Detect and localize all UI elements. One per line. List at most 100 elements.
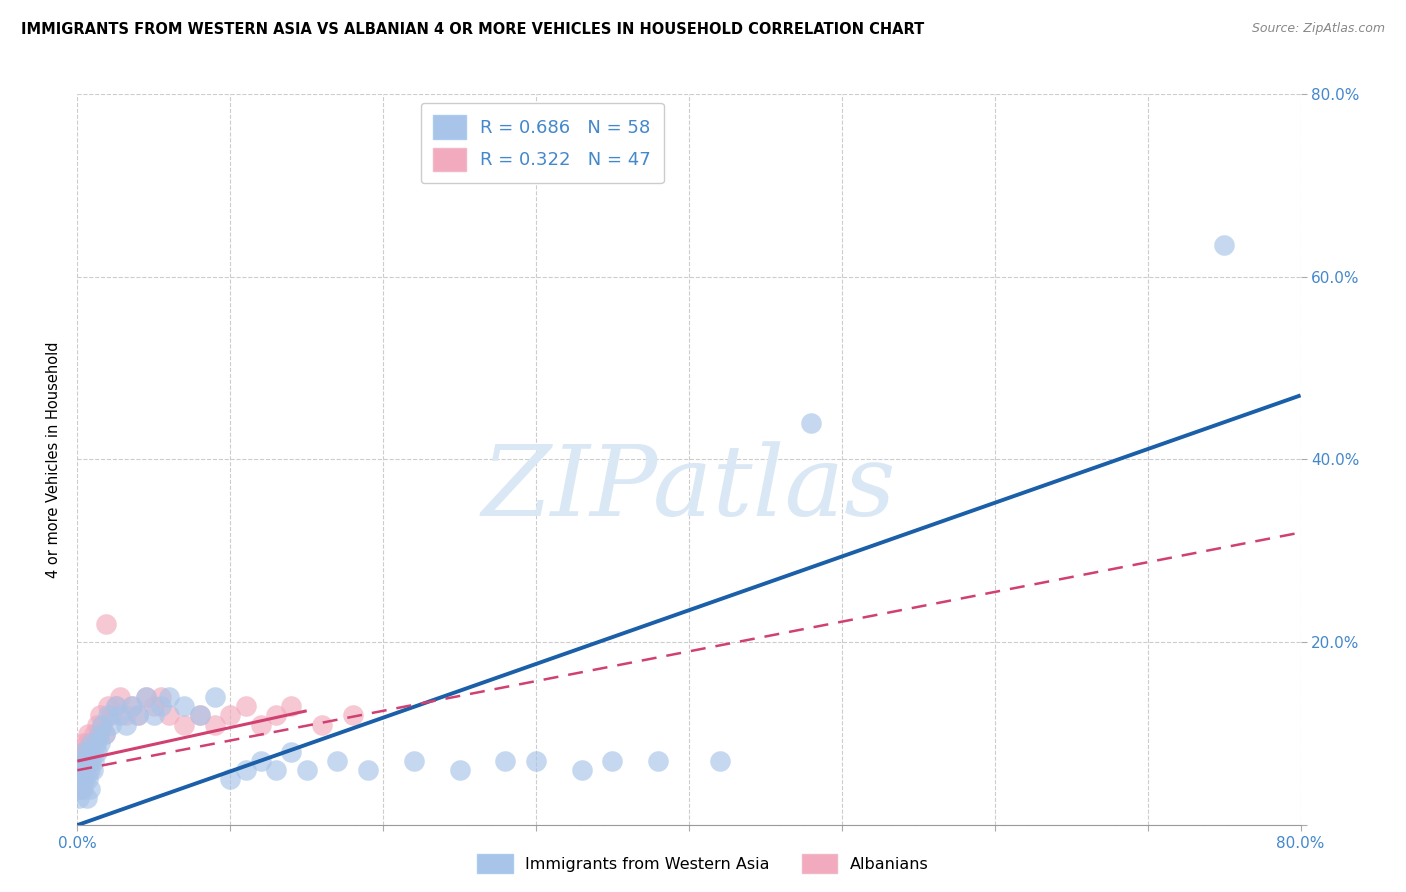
Point bbox=[67, 764, 90, 778]
Point bbox=[77, 764, 100, 778]
Point bbox=[80, 745, 103, 759]
Point bbox=[82, 764, 104, 778]
Legend: Immigrants from Western Asia, Albanians: Immigrants from Western Asia, Albanians bbox=[471, 847, 935, 880]
Point bbox=[86, 745, 108, 759]
Point bbox=[77, 726, 100, 740]
Point bbox=[73, 772, 96, 787]
Point bbox=[79, 764, 101, 778]
Point bbox=[87, 726, 110, 740]
Point bbox=[402, 754, 425, 768]
Point bbox=[80, 736, 103, 750]
Point bbox=[96, 617, 118, 632]
Text: IMMIGRANTS FROM WESTERN ASIA VS ALBANIAN 4 OR MORE VEHICLES IN HOUSEHOLD CORRELA: IMMIGRANTS FROM WESTERN ASIA VS ALBANIAN… bbox=[21, 22, 924, 37]
Point bbox=[90, 717, 112, 731]
Point bbox=[157, 708, 180, 723]
Point bbox=[79, 754, 101, 768]
Point bbox=[108, 708, 131, 723]
Point bbox=[571, 764, 593, 778]
Point bbox=[79, 781, 101, 796]
Point bbox=[73, 745, 96, 759]
Point bbox=[69, 772, 91, 787]
Point bbox=[67, 781, 90, 796]
Point bbox=[69, 754, 91, 768]
Point bbox=[280, 699, 302, 714]
Point bbox=[100, 708, 122, 723]
Point bbox=[97, 699, 120, 714]
Point bbox=[173, 717, 195, 731]
Point bbox=[76, 754, 98, 768]
Point bbox=[115, 708, 138, 723]
Point bbox=[67, 790, 90, 805]
Point bbox=[204, 717, 226, 731]
Point bbox=[142, 708, 165, 723]
Point bbox=[70, 754, 93, 768]
Point bbox=[524, 754, 547, 768]
Point bbox=[602, 754, 624, 768]
Point bbox=[83, 754, 105, 768]
Point bbox=[84, 736, 107, 750]
Point bbox=[800, 416, 823, 430]
Point bbox=[70, 772, 93, 787]
Point bbox=[72, 772, 94, 787]
Point bbox=[76, 754, 98, 768]
Point bbox=[250, 717, 273, 731]
Point bbox=[295, 764, 318, 778]
Point bbox=[94, 726, 117, 740]
Y-axis label: 4 or more Vehicles in Household: 4 or more Vehicles in Household bbox=[46, 341, 62, 578]
Point bbox=[73, 764, 96, 778]
Point bbox=[264, 764, 287, 778]
Point bbox=[104, 699, 127, 714]
Point bbox=[72, 736, 94, 750]
Point bbox=[69, 781, 91, 796]
Point bbox=[115, 717, 138, 731]
Point bbox=[70, 745, 93, 759]
Point bbox=[82, 736, 104, 750]
Point bbox=[188, 708, 211, 723]
Point bbox=[108, 690, 131, 705]
Point bbox=[188, 708, 211, 723]
Point bbox=[326, 754, 349, 768]
Point bbox=[219, 708, 242, 723]
Text: ZIPatlas: ZIPatlas bbox=[482, 441, 896, 536]
Point bbox=[94, 726, 117, 740]
Text: Source: ZipAtlas.com: Source: ZipAtlas.com bbox=[1251, 22, 1385, 36]
Point bbox=[311, 717, 333, 731]
Point bbox=[449, 764, 471, 778]
Point bbox=[1213, 237, 1236, 252]
Point bbox=[157, 690, 180, 705]
Point bbox=[73, 764, 96, 778]
Point bbox=[342, 708, 364, 723]
Point bbox=[173, 699, 195, 714]
Point bbox=[647, 754, 669, 768]
Point bbox=[89, 736, 111, 750]
Point bbox=[79, 736, 101, 750]
Point bbox=[72, 781, 94, 796]
Point bbox=[150, 690, 173, 705]
Point bbox=[86, 717, 108, 731]
Point bbox=[127, 708, 149, 723]
Point bbox=[127, 708, 149, 723]
Point bbox=[121, 699, 143, 714]
Point bbox=[72, 745, 94, 759]
Point bbox=[250, 754, 273, 768]
Point bbox=[89, 708, 111, 723]
Point bbox=[90, 717, 112, 731]
Point bbox=[235, 764, 257, 778]
Point bbox=[80, 754, 103, 768]
Point bbox=[280, 745, 302, 759]
Point bbox=[77, 745, 100, 759]
Point bbox=[495, 754, 517, 768]
Point bbox=[142, 699, 165, 714]
Point bbox=[77, 772, 100, 787]
Point bbox=[76, 736, 98, 750]
Point bbox=[219, 772, 242, 787]
Point bbox=[235, 699, 257, 714]
Point bbox=[100, 717, 122, 731]
Point bbox=[83, 726, 105, 740]
Point bbox=[76, 790, 98, 805]
Point bbox=[69, 764, 91, 778]
Point bbox=[87, 726, 110, 740]
Point bbox=[135, 690, 157, 705]
Point bbox=[204, 690, 226, 705]
Point bbox=[97, 708, 120, 723]
